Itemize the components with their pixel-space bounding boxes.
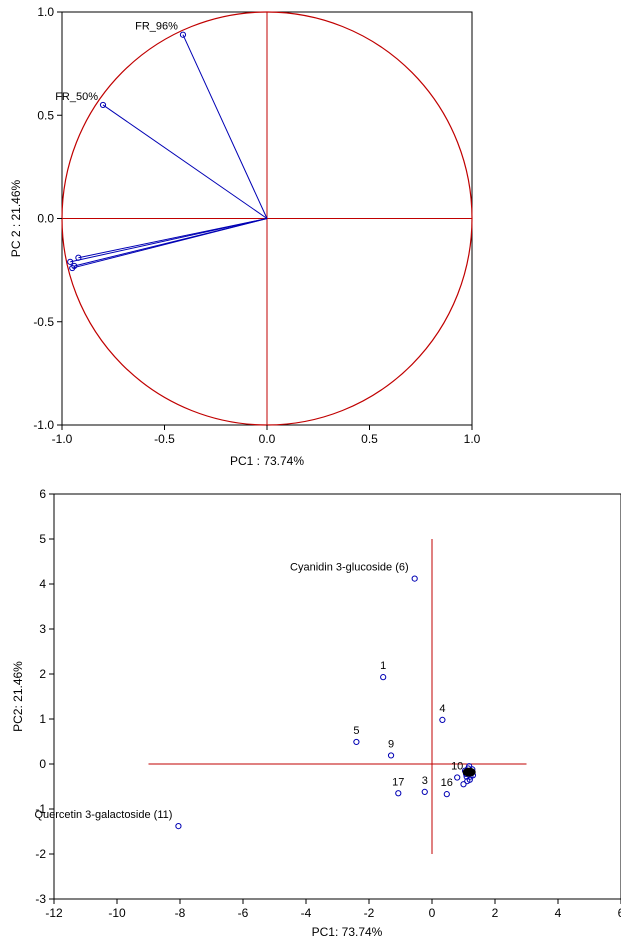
score-point-label: 16: [441, 777, 453, 789]
loading-point: [67, 258, 74, 265]
score-plot-x-tick-label: -12: [45, 906, 63, 920]
loading-plot-x-tick-label: 1.0: [464, 432, 481, 446]
score-plot-y-tick-label: -3: [35, 892, 46, 906]
score-plot-x-tick-label: -6: [238, 906, 249, 920]
score-plot-y-tick-label: 4: [39, 577, 46, 591]
score-plot-reference-lines: [148, 539, 527, 854]
score-point: [421, 788, 428, 796]
loading-plot-y-tick-label: 0.0: [37, 212, 54, 226]
score-plot-y-axis-label: PC2: 21.46%: [11, 661, 25, 732]
score-plot-x-tick-label: 4: [555, 906, 562, 920]
loading-point-label: FR_50%: [55, 91, 98, 103]
loading-point: [179, 31, 187, 38]
score-point-label: Cyanidin 3-glucoside (6): [290, 562, 409, 574]
loading-plot-x-tick-label: 0.0: [259, 432, 276, 446]
loading-plot-x-axis-label: PC1 : 73.74%: [230, 454, 304, 468]
score-plot-y-tick-label: 6: [39, 487, 46, 501]
loading-plot-y-axis-label: PC 2 : 21.46%: [9, 179, 23, 257]
score-plot-y-tick-label: -2: [35, 847, 46, 861]
loading-plot-points: [67, 31, 187, 272]
loading-plot-point-labels: FR_96% FR_50%: [55, 21, 178, 103]
score-plot-y-tick-label: 5: [39, 532, 46, 546]
loading-vector: [182, 34, 268, 219]
score-plot-x-tick-label: 6: [618, 906, 621, 920]
score-point-label: 9: [388, 738, 394, 750]
loading-plot-y-tick-label: -1.0: [33, 418, 54, 432]
score-point-cluster: [462, 767, 476, 777]
loading-vector: [72, 218, 268, 269]
score-point-label: 10: [451, 761, 463, 773]
score-plot-y-tick-label: 3: [39, 622, 46, 636]
loading-plot-ticks: -1.0 -0.5 0.0 0.5 1.0 -1.0 -0.5 0.0 0.5 1.0: [33, 5, 480, 446]
score-point: [353, 738, 360, 746]
score-plot-x-tick-label: -2: [364, 906, 375, 920]
score-point: [460, 781, 467, 788]
score-plot-x-tick-label: -4: [301, 906, 312, 920]
score-point: [439, 716, 446, 724]
score-plot-y-tick-label: 2: [39, 667, 46, 681]
score-plot-points: [175, 575, 477, 830]
score-plot-y-tick-label: 0: [39, 757, 46, 771]
loading-plot-x-tick-label: -0.5: [154, 432, 175, 446]
score-plot-y-tick-label: -1: [35, 802, 46, 816]
score-plot-x-tick-label: -10: [108, 906, 126, 920]
loading-point: [75, 254, 82, 261]
loading-vector: [70, 218, 268, 263]
score-plot-x-axis-label: PC1: 73.74%: [312, 925, 383, 939]
loading-plot-y-tick-label: -0.5: [33, 315, 54, 329]
loading-point-label: FR_96%: [135, 21, 178, 33]
loading-point: [69, 264, 76, 272]
score-point: [464, 778, 471, 785]
loading-vector: [102, 104, 268, 219]
score-plot-x-tick-label: 2: [492, 906, 499, 920]
loading-plot-x-tick-label: 0.5: [361, 432, 378, 446]
loading-plot-x-tick-label: -1.0: [52, 432, 73, 446]
score-plot-x-tick-label: -8: [175, 906, 186, 920]
loading-plot: -1.0 -0.5 0.0 0.5 1.0 -1.0 -0.5 0.0 0.5 1.0 FR_96…: [9, 5, 481, 468]
score-point: [443, 791, 450, 798]
loading-plot-y-tick-label: 0.5: [37, 108, 54, 122]
score-point: [454, 774, 461, 781]
loading-plot-y-tick-label: 1.0: [37, 5, 54, 19]
score-point-label: 1: [380, 660, 386, 672]
score-point: [380, 674, 387, 681]
score-point-label: 3: [422, 775, 428, 787]
loading-plot-vectors: [70, 34, 268, 269]
score-plot-x-tick-label: 0: [429, 906, 436, 920]
score-point: [175, 823, 182, 830]
score-plot-frame: [53, 493, 621, 900]
score-point-label: Quercetin 3-galactoside (11): [34, 809, 172, 821]
score-point-label: 5: [353, 725, 359, 737]
loading-point: [99, 101, 107, 109]
score-plot-y-tick-label: 1: [39, 712, 46, 726]
score-point: [395, 790, 402, 797]
score-point-label: 17: [392, 776, 404, 788]
score-point-label: 4: [439, 703, 445, 715]
score-point: [411, 575, 418, 582]
score-point: [387, 752, 395, 759]
